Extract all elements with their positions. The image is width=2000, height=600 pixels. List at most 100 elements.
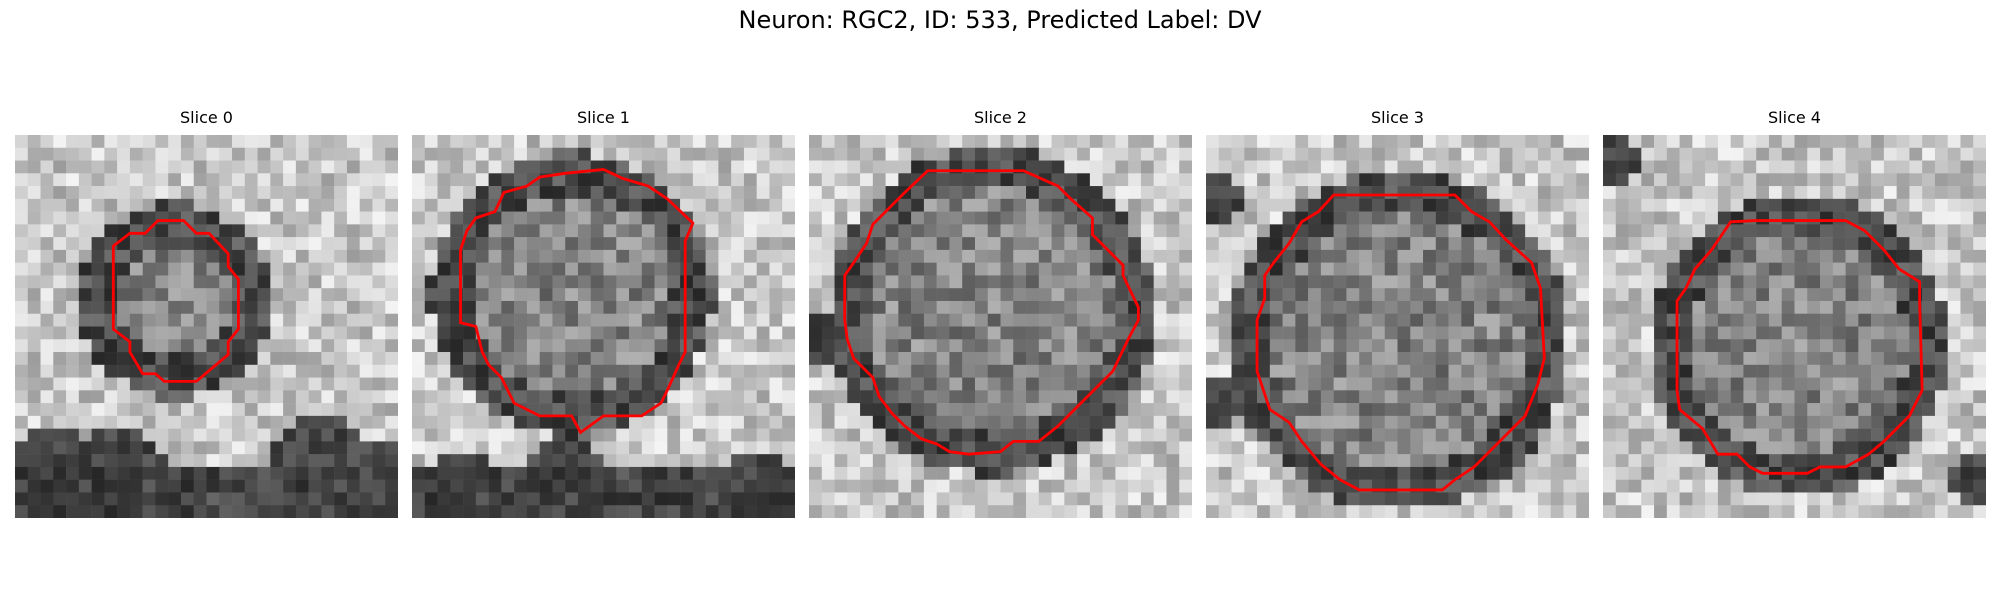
pixel — [1064, 160, 1078, 174]
pixel — [372, 377, 386, 391]
pixel — [603, 249, 617, 263]
pixel — [346, 403, 360, 417]
pixel — [667, 160, 681, 174]
pixel — [359, 352, 373, 366]
pixel — [1320, 237, 1334, 251]
pixel — [1423, 211, 1437, 225]
pixel — [1883, 198, 1897, 212]
pixel — [1384, 237, 1398, 251]
pixel — [654, 237, 668, 251]
pixel — [1051, 466, 1065, 480]
pixel — [667, 224, 681, 238]
pixel — [872, 135, 886, 149]
pixel — [1499, 224, 1513, 238]
slice-panel-2: Slice 2 — [809, 108, 1192, 518]
cell-contour-0 — [111, 219, 240, 383]
pixel — [385, 275, 398, 289]
pixel — [1038, 186, 1052, 200]
pixel — [705, 262, 719, 276]
pixel — [308, 300, 322, 314]
pixel — [1960, 339, 1974, 353]
pixel — [1832, 186, 1846, 200]
pixel — [809, 147, 823, 161]
pixel — [552, 377, 566, 391]
pixel — [1947, 224, 1961, 238]
pixel — [834, 505, 848, 518]
pixel — [437, 160, 451, 174]
pixel — [1397, 364, 1411, 378]
pixel — [1371, 224, 1385, 238]
pixel — [1486, 403, 1500, 417]
pixel — [437, 364, 451, 378]
pixel — [295, 262, 309, 276]
pixel — [437, 326, 451, 340]
pixel — [987, 505, 1001, 518]
pixel — [565, 249, 579, 263]
pixel — [117, 505, 131, 518]
pixel — [1166, 352, 1180, 366]
pixel — [1883, 288, 1897, 302]
pixel — [667, 492, 681, 506]
pixel — [104, 288, 118, 302]
pixel — [1499, 198, 1513, 212]
pixel — [1858, 198, 1872, 212]
pixel — [193, 288, 207, 302]
pixel — [117, 479, 131, 493]
pixel — [219, 211, 233, 225]
cell-contour-1 — [459, 168, 695, 435]
pixel — [1486, 249, 1500, 263]
pixel — [1115, 135, 1129, 149]
pixel — [1333, 377, 1347, 391]
pixel — [974, 262, 988, 276]
pixel — [1231, 492, 1245, 506]
pixel — [756, 479, 770, 493]
pixel — [1359, 390, 1373, 404]
pixel — [1064, 300, 1078, 314]
pixel — [821, 249, 835, 263]
pixel — [1794, 339, 1808, 353]
pixel — [1845, 364, 1859, 378]
pixel — [1537, 224, 1551, 238]
pixel — [1257, 415, 1271, 429]
pixel — [1153, 415, 1167, 429]
pixel — [1064, 403, 1078, 417]
pixel — [78, 454, 92, 468]
pixel — [872, 173, 886, 187]
pixel — [1525, 211, 1539, 225]
pixel — [821, 428, 835, 442]
pixel — [257, 428, 271, 442]
pixel — [66, 173, 80, 187]
pixel — [1922, 275, 1936, 289]
pixel — [756, 237, 770, 251]
pixel — [270, 211, 284, 225]
pixel — [372, 390, 386, 404]
pixel — [1666, 479, 1680, 493]
pixel — [654, 326, 668, 340]
pixel — [1140, 441, 1154, 455]
pixel — [1128, 339, 1142, 353]
pixel — [308, 326, 322, 340]
pixel — [1089, 326, 1103, 340]
pixel — [1089, 428, 1103, 442]
pixel — [206, 466, 220, 480]
pixel — [488, 428, 502, 442]
pixel — [1973, 147, 1986, 161]
pixel — [1089, 479, 1103, 493]
pixel — [1537, 211, 1551, 225]
pixel — [641, 352, 655, 366]
pixel — [1206, 237, 1220, 251]
pixel — [1705, 135, 1719, 149]
pixel — [1153, 237, 1167, 251]
pixel — [66, 224, 80, 238]
pixel — [1563, 160, 1577, 174]
pixel — [1000, 173, 1014, 187]
pixel — [847, 160, 861, 174]
pixel — [1244, 173, 1258, 187]
pixel — [1820, 186, 1834, 200]
pixel — [206, 288, 220, 302]
pixel — [180, 403, 194, 417]
pixel — [1038, 466, 1052, 480]
pixel — [1179, 479, 1192, 493]
pixel — [78, 326, 92, 340]
pixel — [1269, 313, 1283, 327]
